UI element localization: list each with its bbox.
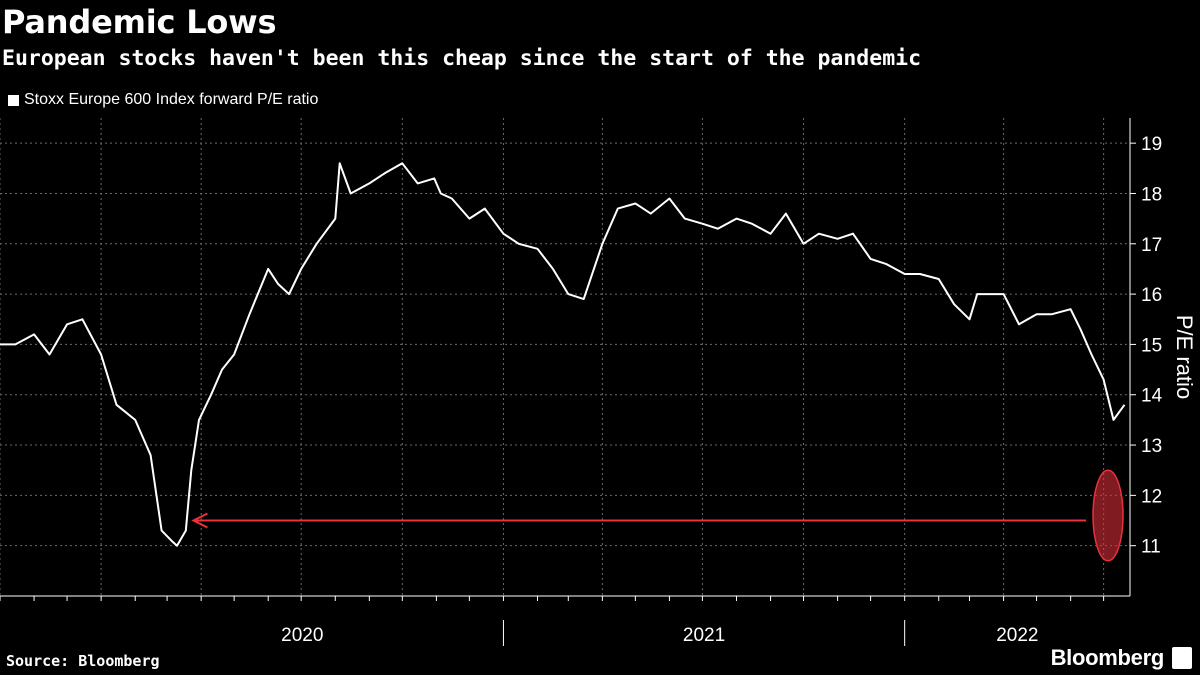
y-tick-label: 19 bbox=[1141, 134, 1162, 155]
x-tick-label: 2022 bbox=[996, 625, 1038, 646]
arrow-head bbox=[191, 512, 208, 529]
y-tick-label: 18 bbox=[1141, 184, 1162, 205]
chart-legend: Stoxx Europe 600 Index forward P/E ratio bbox=[8, 90, 318, 110]
series-line bbox=[0, 162, 1126, 547]
y-tick-label: 11 bbox=[1141, 537, 1161, 558]
bloomberg-terminal-icon bbox=[1172, 647, 1192, 669]
x-tick-label: 2021 bbox=[683, 625, 725, 646]
gridlines bbox=[0, 118, 1130, 596]
legend-label: Stoxx Europe 600 Index forward P/E ratio bbox=[24, 91, 319, 108]
y-tick-label: 13 bbox=[1141, 436, 1162, 457]
axes: 11 12 13 14 15 16 17 18 19 2020 2021 2022 P/E ratio bbox=[0, 118, 1197, 646]
annotations bbox=[191, 469, 1124, 562]
x-tick-label: 2020 bbox=[281, 625, 323, 646]
legend-swatch bbox=[8, 94, 19, 106]
source-note: Source: Bloomberg bbox=[6, 652, 160, 670]
highlight-ellipse bbox=[1092, 469, 1124, 562]
y-tick-label: 16 bbox=[1141, 285, 1162, 306]
brand-logo: Bloomberg bbox=[1050, 645, 1165, 670]
chart-title: Pandemic Lows bbox=[2, 3, 277, 41]
y-tick-label: 12 bbox=[1141, 486, 1162, 507]
y-axis-label: P/E ratio bbox=[1172, 315, 1197, 399]
y-tick-label: 15 bbox=[1141, 335, 1162, 356]
y-tick-label: 17 bbox=[1141, 235, 1162, 256]
series-lines bbox=[0, 162, 1126, 547]
chart-subtitle: European stocks haven't been this cheap … bbox=[2, 46, 922, 71]
y-tick-label: 14 bbox=[1141, 386, 1163, 407]
